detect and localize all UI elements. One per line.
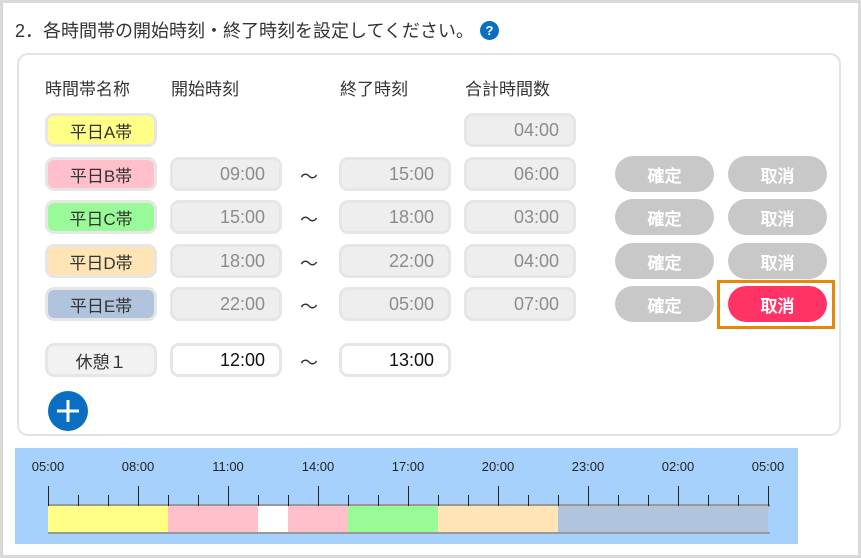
timeline-tick [737, 495, 739, 506]
timeline-segment [168, 506, 258, 532]
cancel-button[interactable]: 取消 [728, 156, 827, 192]
slot-name: 平日E帯 [45, 287, 157, 321]
timeline-tick [377, 495, 379, 506]
timeline-segment [258, 506, 288, 532]
start-time-input[interactable]: 09:00 [170, 157, 282, 191]
end-time-input[interactable]: 18:00 [339, 200, 451, 234]
start-time-input[interactable]: 15:00 [170, 200, 282, 234]
break-start-input[interactable]: 12:00 [170, 343, 282, 377]
break-name: 休憩１ [45, 343, 157, 377]
timeline-label: 17:00 [391, 459, 425, 474]
timeline-label: 14:00 [301, 459, 335, 474]
timeline-axis-bottom [48, 532, 770, 534]
timeline-tick [107, 495, 109, 506]
cancel-button[interactable]: 取消 [728, 243, 827, 279]
tilde: ～ [300, 167, 318, 187]
timeline-segment [48, 506, 168, 532]
start-time-input[interactable]: 18:00 [170, 244, 282, 278]
timeline-tick [77, 495, 79, 506]
timeline-tick [197, 495, 199, 506]
cancel-button[interactable]: 取消 [728, 286, 827, 322]
total-hours: 04:00 [464, 244, 576, 278]
header-end: 終了時刻 [340, 80, 408, 99]
slot-name: 平日C帯 [45, 200, 157, 234]
timeline-tick [497, 486, 499, 506]
timeline-segment [348, 506, 438, 532]
end-time-input[interactable]: 05:00 [339, 287, 451, 321]
timeline-label: 05:00 [751, 459, 785, 474]
timeline: 05:00 08:00 11:00 14:00 17:00 20:00 23:00 02:00… [15, 448, 798, 544]
timeline-tick [467, 495, 469, 506]
timeline-tick [287, 495, 289, 506]
timeline-tick [767, 486, 769, 506]
timeline-tick [617, 495, 619, 506]
timeline-tick [167, 495, 169, 506]
total-hours: 06:00 [464, 157, 576, 191]
timeline-tick [347, 495, 349, 506]
section-title-text: 2．各時間帯の開始時刻・終了時刻を設定してください。 [15, 21, 474, 41]
tilde: ～ [300, 297, 318, 317]
timeline-tick [437, 495, 439, 506]
timeline-tick [137, 486, 139, 506]
tilde: ～ [300, 353, 318, 373]
timeline-tick [317, 486, 319, 506]
timeline-label: 20:00 [481, 459, 515, 474]
plus-circle-icon[interactable] [48, 391, 88, 431]
timeline-tick [557, 495, 559, 506]
time-slot-panel [17, 53, 841, 436]
header-start: 開始時刻 [171, 80, 239, 99]
confirm-button[interactable]: 確定 [615, 286, 714, 322]
header-total: 合計時間数 [465, 80, 550, 99]
timeline-tick [227, 486, 229, 506]
timeline-tick [707, 495, 709, 506]
timeline-tick [527, 495, 529, 506]
break-end-input[interactable]: 13:00 [339, 343, 451, 377]
timeline-label: 02:00 [661, 459, 695, 474]
section-title: 2．各時間帯の開始時刻・終了時刻を設定してください。? [15, 17, 499, 43]
timeline-tick [257, 495, 259, 506]
timeline-segment [438, 506, 558, 532]
total-hours: 04:00 [464, 113, 576, 147]
confirm-button[interactable]: 確定 [615, 156, 714, 192]
tilde: ～ [300, 210, 318, 230]
timeline-label: 05:00 [31, 459, 65, 474]
timeline-tick [647, 495, 649, 506]
timeline-tick [47, 486, 49, 506]
timeline-label: 08:00 [121, 459, 155, 474]
highlight-box [717, 280, 835, 329]
slot-name: 平日A帯 [45, 113, 157, 147]
end-time-input[interactable]: 15:00 [339, 157, 451, 191]
confirm-button[interactable]: 確定 [615, 199, 714, 235]
timeline-tick [677, 486, 679, 506]
timeline-label: 23:00 [571, 459, 605, 474]
confirm-button[interactable]: 確定 [615, 243, 714, 279]
cancel-button[interactable]: 取消 [728, 199, 827, 235]
timeline-axis [48, 504, 770, 507]
end-time-input[interactable]: 22:00 [339, 244, 451, 278]
total-hours: 03:00 [464, 200, 576, 234]
timeline-tick [407, 486, 409, 506]
slot-name: 平日B帯 [45, 157, 157, 191]
timeline-label: 11:00 [212, 459, 244, 474]
timeline-tick [587, 486, 589, 506]
tilde: ～ [300, 254, 318, 274]
question-circle-icon[interactable]: ? [479, 20, 499, 40]
timeline-segment [288, 506, 348, 532]
total-hours: 07:00 [464, 287, 576, 321]
timeline-segment [558, 506, 768, 532]
start-time-input[interactable]: 22:00 [170, 287, 282, 321]
header-name: 時間帯名称 [45, 80, 130, 99]
slot-name: 平日D帯 [45, 244, 157, 278]
